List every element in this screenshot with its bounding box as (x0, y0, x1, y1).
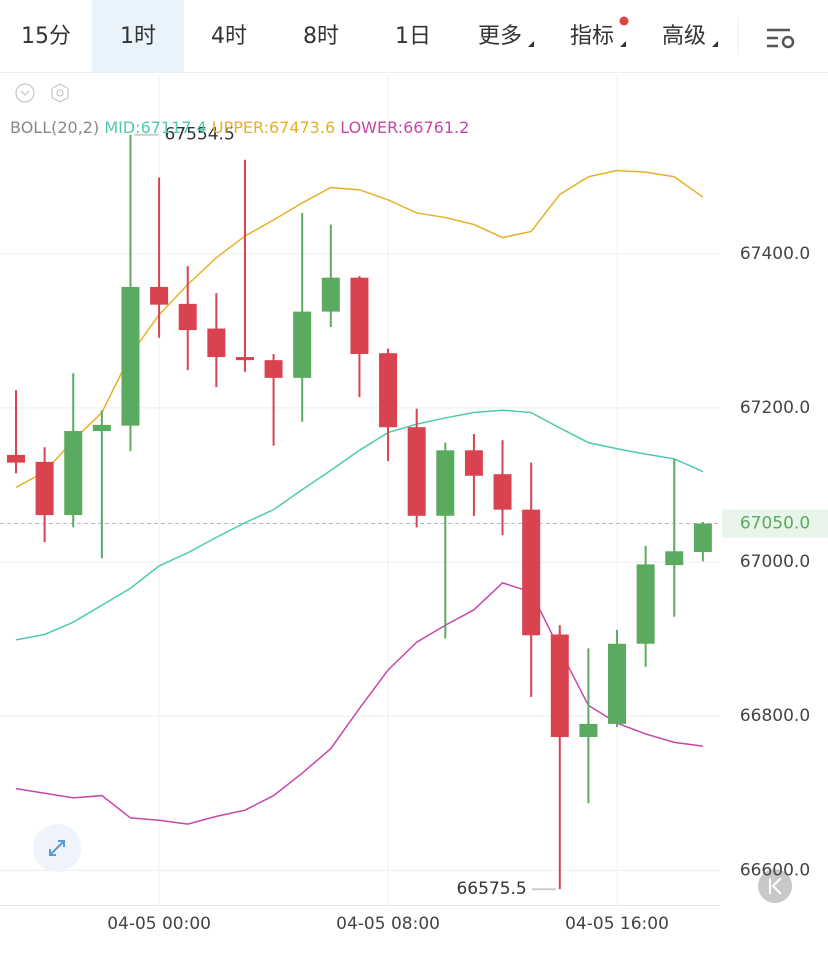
tab[interactable]: 4时 (211, 24, 247, 49)
notification-dot (619, 16, 629, 26)
candle-body (550, 634, 569, 737)
candle-body (64, 431, 83, 516)
candle-body (636, 564, 655, 644)
settings-icon[interactable] (767, 28, 795, 49)
candle-body (92, 424, 111, 432)
tab[interactable]: 指标 (570, 24, 614, 49)
candle-body (121, 286, 140, 426)
max-label: 67554.5 (164, 125, 234, 145)
active-tab-bg (92, 0, 184, 72)
tab[interactable]: 更多 (478, 24, 522, 49)
candle-body (379, 353, 398, 428)
candle-body (264, 360, 283, 378)
candle-body (35, 461, 54, 516)
candle-body (293, 311, 312, 378)
indicator-line (15, 409, 704, 641)
collapse-icon[interactable] (15, 83, 35, 103)
candle-body (150, 286, 169, 305)
candle-body (321, 277, 340, 312)
tab[interactable]: 1时 (120, 24, 156, 49)
last-price-bg (722, 509, 828, 538)
candle-body (178, 303, 197, 331)
y-tick-label: 67400.0 (740, 244, 810, 264)
last-price-label: 67050.0 (740, 514, 810, 534)
candle-body (464, 450, 483, 476)
indicator-settings-icon[interactable] (51, 83, 69, 103)
candle-body (522, 509, 541, 636)
tab[interactable]: 高级 (662, 24, 706, 49)
candle-body (608, 643, 627, 724)
indicator-legend: BOLL(20,2) MID:67117.4 UPPER:67473.6 LOW… (10, 118, 469, 137)
candle-body (665, 551, 684, 566)
tab[interactable]: 1日 (395, 24, 431, 49)
candle-body (207, 328, 226, 358)
legend-item: BOLL(20,2) (10, 118, 99, 137)
y-tick-label: 67200.0 (740, 398, 810, 418)
x-tick-label: 04-05 08:00 (336, 914, 440, 934)
y-tick-label: 67000.0 (740, 552, 810, 572)
k-button[interactable] (758, 869, 792, 903)
indicator-settings-dot (56, 89, 64, 97)
legend-item: LOWER:66761.2 (340, 118, 469, 137)
legend-item: UPPER:67473.6 (212, 118, 335, 137)
x-tick-label: 04-05 16:00 (565, 914, 669, 934)
legend-item: MID:67117.4 (104, 118, 206, 137)
y-tick-label: 66800.0 (740, 706, 810, 726)
y-tick-label: 66600.0 (740, 860, 810, 880)
dropdown-arrow (528, 41, 534, 47)
min-label: 66575.5 (456, 879, 526, 899)
indicator-line (15, 582, 703, 825)
candle-body (579, 723, 598, 737)
x-tick-label: 04-05 00:00 (107, 914, 211, 934)
candle-body (7, 454, 25, 463)
candle-body (693, 523, 712, 553)
expand-icon (49, 840, 65, 856)
collapse-chevron (20, 90, 30, 96)
dropdown-arrow (712, 41, 718, 47)
dropdown-arrow (620, 41, 626, 47)
candle-body (235, 357, 254, 361)
tab[interactable]: 8时 (303, 24, 339, 49)
k-icon (769, 877, 782, 895)
candle-body (350, 277, 369, 354)
candle-body (407, 427, 426, 516)
candle-body (493, 474, 512, 510)
candle-body (436, 450, 455, 516)
tab[interactable]: 15分 (21, 24, 71, 49)
plot (0, 75, 720, 905)
